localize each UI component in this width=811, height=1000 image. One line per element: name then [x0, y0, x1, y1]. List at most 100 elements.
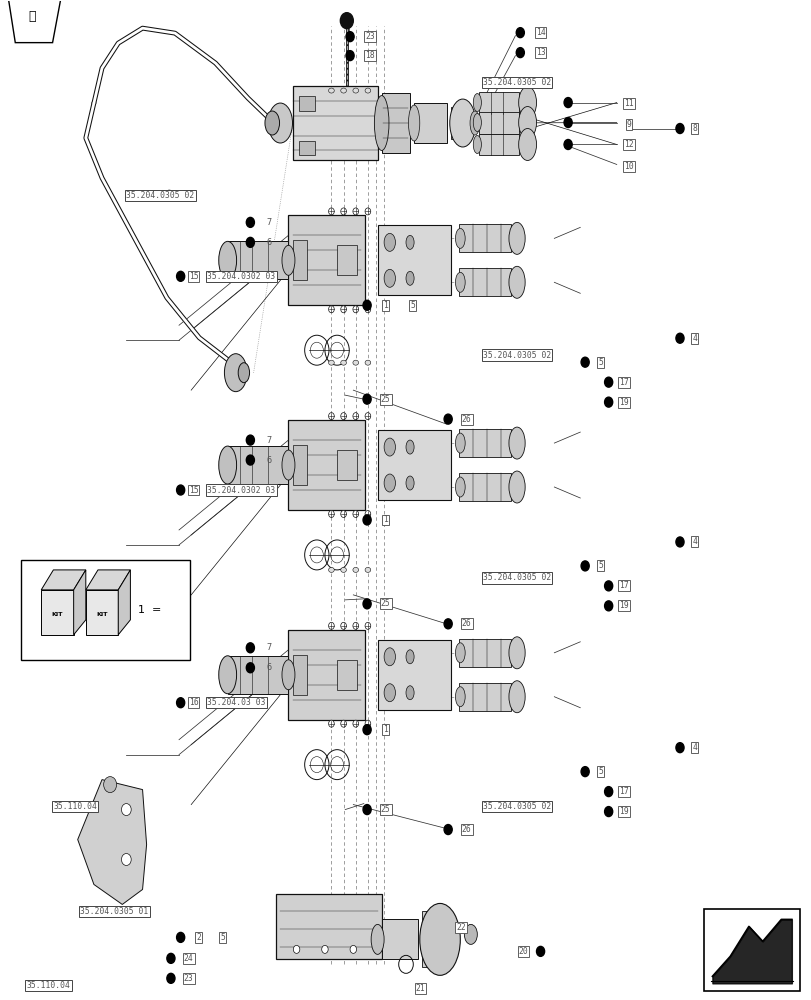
Text: KIT: KIT — [97, 612, 108, 617]
Circle shape — [246, 217, 254, 227]
Circle shape — [675, 537, 683, 547]
Circle shape — [604, 787, 612, 797]
Bar — [381, 919, 418, 959]
Text: 17: 17 — [619, 581, 629, 590]
Text: ✋: ✋ — [28, 10, 36, 23]
Ellipse shape — [365, 360, 371, 365]
Circle shape — [340, 13, 353, 29]
Ellipse shape — [341, 720, 346, 727]
Text: 4: 4 — [691, 743, 696, 752]
Bar — [458, 473, 511, 501]
Bar — [458, 268, 511, 296]
Ellipse shape — [353, 306, 358, 313]
Text: 26: 26 — [461, 415, 471, 424]
Ellipse shape — [384, 474, 395, 492]
Circle shape — [246, 663, 254, 673]
Text: 24: 24 — [183, 954, 193, 963]
Ellipse shape — [406, 650, 414, 664]
Circle shape — [246, 435, 254, 445]
Ellipse shape — [518, 107, 536, 139]
Text: 26: 26 — [461, 619, 471, 628]
Ellipse shape — [353, 413, 358, 420]
Ellipse shape — [508, 266, 525, 298]
Circle shape — [363, 394, 371, 404]
Circle shape — [536, 946, 544, 956]
Text: 22: 22 — [456, 923, 466, 932]
Bar — [292, 655, 307, 695]
Ellipse shape — [365, 567, 371, 572]
Ellipse shape — [365, 88, 371, 93]
Bar — [298, 96, 315, 111]
Text: 11: 11 — [624, 99, 633, 108]
Text: 15: 15 — [188, 486, 198, 495]
Ellipse shape — [328, 88, 334, 93]
Polygon shape — [118, 570, 131, 635]
Polygon shape — [74, 570, 86, 635]
Bar — [478, 134, 519, 155]
Ellipse shape — [508, 637, 525, 669]
Ellipse shape — [353, 208, 358, 215]
Text: 7: 7 — [266, 436, 272, 445]
Ellipse shape — [321, 945, 328, 953]
Ellipse shape — [518, 129, 536, 160]
Ellipse shape — [341, 510, 346, 517]
Ellipse shape — [455, 272, 465, 292]
Circle shape — [444, 619, 452, 629]
Ellipse shape — [518, 87, 536, 119]
Text: 8: 8 — [691, 124, 696, 133]
Ellipse shape — [328, 413, 334, 420]
Ellipse shape — [365, 510, 371, 517]
Circle shape — [176, 485, 184, 495]
Bar — [458, 224, 511, 252]
Polygon shape — [41, 570, 86, 590]
Ellipse shape — [365, 413, 371, 420]
Bar — [377, 640, 450, 710]
Ellipse shape — [353, 88, 358, 93]
Circle shape — [345, 51, 354, 61]
Circle shape — [675, 333, 683, 343]
Text: 25: 25 — [380, 599, 390, 608]
Circle shape — [246, 455, 254, 465]
Bar — [227, 241, 288, 279]
Polygon shape — [7, 0, 62, 43]
Circle shape — [604, 581, 612, 591]
Ellipse shape — [238, 363, 249, 383]
Ellipse shape — [328, 622, 334, 629]
Text: 16: 16 — [188, 698, 198, 707]
Ellipse shape — [408, 105, 419, 141]
Text: 1: 1 — [383, 515, 388, 524]
Bar — [292, 86, 377, 160]
Ellipse shape — [281, 450, 294, 480]
Ellipse shape — [508, 471, 525, 503]
Text: 35.204.0302 03: 35.204.0302 03 — [207, 272, 275, 281]
Ellipse shape — [473, 136, 481, 153]
Circle shape — [604, 397, 612, 407]
Circle shape — [564, 140, 572, 149]
Text: 5: 5 — [598, 561, 603, 570]
Circle shape — [444, 825, 452, 835]
Ellipse shape — [218, 241, 236, 279]
Ellipse shape — [455, 643, 465, 663]
Text: 15: 15 — [188, 272, 198, 281]
Bar — [703, 909, 799, 991]
Ellipse shape — [328, 510, 334, 517]
Bar — [227, 656, 288, 694]
Text: 17: 17 — [619, 787, 629, 796]
Ellipse shape — [384, 438, 395, 456]
Text: 25: 25 — [380, 395, 390, 404]
Polygon shape — [86, 570, 131, 590]
Circle shape — [604, 377, 612, 387]
Text: 35.204.0305 02: 35.204.0305 02 — [483, 802, 551, 811]
Bar — [337, 245, 357, 275]
Ellipse shape — [122, 804, 131, 816]
Ellipse shape — [104, 777, 117, 793]
Text: 35.110.04: 35.110.04 — [54, 802, 97, 811]
Ellipse shape — [328, 567, 334, 572]
Ellipse shape — [508, 427, 525, 459]
Ellipse shape — [384, 269, 395, 287]
Text: 1: 1 — [383, 725, 388, 734]
Ellipse shape — [384, 684, 395, 702]
Bar — [381, 93, 410, 153]
Text: 19: 19 — [619, 601, 629, 610]
Text: 4: 4 — [691, 334, 696, 343]
